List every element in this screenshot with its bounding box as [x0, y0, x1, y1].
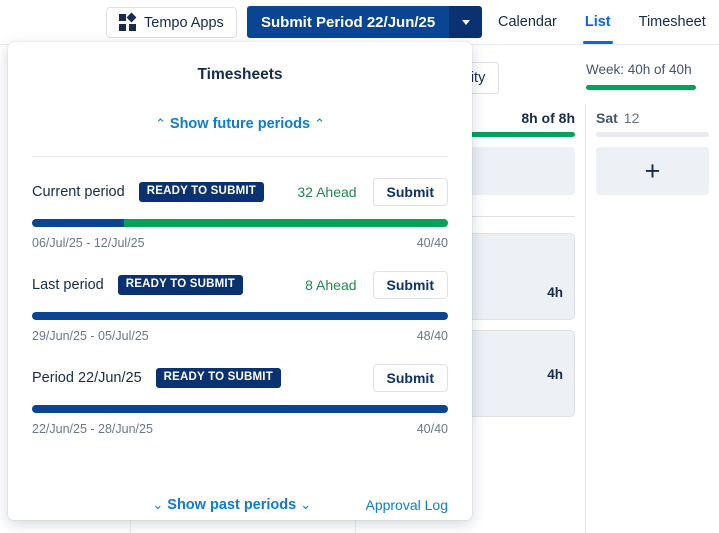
period-footer: 06/Jul/25 - 12/Jul/25 40/40 [32, 236, 448, 250]
week-summary-label: Week: 40h of 40h [586, 62, 692, 77]
status-badge: READY TO SUBMIT [155, 368, 281, 388]
tab-list[interactable]: List [582, 0, 613, 44]
tempo-apps-label: Tempo Apps [144, 14, 224, 31]
submit-period-dropdown-toggle[interactable] [449, 6, 483, 38]
period-hours: 48/40 [416, 329, 448, 343]
period-progress-bar [32, 405, 448, 413]
progress-segment-logged [32, 219, 124, 227]
period-hours: 40/40 [416, 236, 448, 250]
period-hours: 40/40 [416, 422, 448, 436]
logs-divider [406, 215, 575, 217]
tab-calendar[interactable]: Calendar [498, 14, 557, 30]
period-row: Current period READY TO SUBMIT 32 Ahead … [8, 178, 472, 250]
submit-period-button[interactable]: Submit Period 22/Jun/25 [247, 6, 483, 38]
show-past-periods-button[interactable]: ⌄ Show past periods ⌄ [82, 497, 315, 513]
period-header: Last period READY TO SUBMIT 8 Ahead Subm… [32, 271, 448, 299]
week-summary: Week: 40h of 40h [586, 62, 711, 90]
log-card-hours: 4h [547, 285, 563, 300]
submit-button[interactable]: Submit [372, 178, 448, 206]
chevron-down-icon [461, 19, 470, 25]
view-tabs: Calendar List Timesheet [498, 0, 706, 44]
top-toolbar: Tempo Apps Submit Period 22/Jun/25 Calen… [0, 0, 719, 45]
submit-period-label: Submit Period 22/Jun/25 [247, 6, 450, 38]
period-name: Last period [32, 277, 104, 293]
period-date-range: 06/Jul/25 - 12/Jul/25 [32, 236, 145, 250]
submit-button[interactable]: Submit [372, 271, 448, 299]
day-hours-summary: 8h of 8h [521, 110, 575, 126]
day-name-label: Sat [596, 110, 618, 126]
panel-title: Timesheets [197, 66, 283, 83]
chevron-down-icon-right: ⌄ [300, 497, 312, 512]
add-worklog-button[interactable]: + [596, 147, 709, 195]
period-progress-bar [32, 219, 448, 227]
period-name: Current period [32, 184, 125, 200]
period-row: Period 22/Jun/25 READY TO SUBMIT Submit … [8, 364, 472, 436]
progress-segment-logged [32, 405, 448, 413]
progress-segment-logged [32, 312, 448, 320]
ahead-label: 32 Ahead [297, 184, 357, 200]
progress-segment-ahead [123, 219, 448, 227]
tempo-apps-icon [119, 12, 137, 31]
show-future-periods-button[interactable]: ⌃ Show future periods ⌃ [8, 116, 472, 132]
period-footer: 29/Jun/25 - 05/Jul/25 48/40 [32, 329, 448, 343]
day-column-3-header: 8h of 8h [366, 104, 575, 132]
week-progress-bar [586, 85, 696, 90]
day-column-saturday: Sat 12 + [585, 104, 719, 533]
show-past-periods-label: Show past periods [167, 497, 297, 513]
day-column-saturday-header: Sat 12 [596, 104, 709, 132]
day-progress-bar [596, 132, 709, 137]
period-progress-bar [32, 312, 448, 320]
chevron-up-icon-right: ⌃ [314, 116, 325, 131]
chevron-down-icon-left: ⌄ [152, 497, 164, 512]
status-badge: READY TO SUBMIT [138, 182, 264, 202]
period-date-range: 22/Jun/25 - 28/Jun/25 [32, 422, 153, 436]
status-badge: READY TO SUBMIT [117, 275, 244, 295]
panel-divider [32, 156, 448, 157]
submit-button[interactable]: Submit [372, 364, 448, 392]
day-number-label: 12 [623, 110, 640, 126]
period-name: Period 22/Jun/25 [32, 370, 142, 386]
period-header: Period 22/Jun/25 READY TO SUBMIT Submit [32, 364, 448, 392]
timesheets-dropdown-panel: Timesheets ⌃ Show future periods ⌃ Current… [8, 42, 472, 520]
period-footer: 22/Jun/25 - 28/Jun/25 40/40 [32, 422, 448, 436]
chevron-up-icon-left: ⌃ [155, 116, 166, 131]
panel-footer: ⌄ Show past periods ⌄ Approval Log [8, 497, 472, 513]
period-row: Last period READY TO SUBMIT 8 Ahead Subm… [8, 271, 472, 343]
tempo-apps-button[interactable]: Tempo Apps [106, 7, 237, 38]
tab-timesheet[interactable]: Timesheet [638, 14, 706, 30]
period-date-range: 29/Jun/25 - 05/Jul/25 [32, 329, 149, 343]
approval-log-link[interactable]: Approval Log [365, 497, 448, 513]
ahead-label: 8 Ahead [305, 277, 357, 293]
show-future-periods-label: Show future periods [169, 116, 311, 132]
log-card-hours: 4h [547, 367, 563, 382]
period-header: Current period READY TO SUBMIT 32 Ahead … [32, 178, 448, 206]
